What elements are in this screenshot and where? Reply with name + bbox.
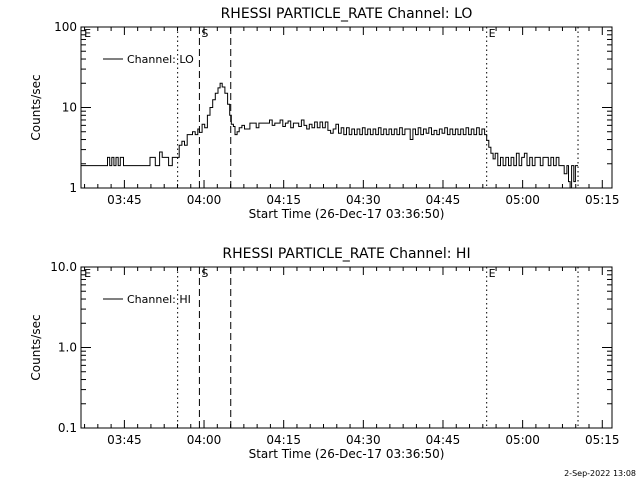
x-axis-label: Start Time (26-Dec-17 03:36:50) — [249, 447, 445, 461]
legend-label: Channel: LO — [127, 53, 194, 66]
y-tick-label: 100 — [54, 20, 77, 34]
edge-label: E — [84, 27, 91, 40]
x-tick-label: 04:15 — [266, 433, 301, 447]
y-tick-label: 10.0 — [50, 260, 77, 274]
x-tick-label: 04:45 — [426, 193, 461, 207]
x-tick-label: 05:15 — [585, 193, 620, 207]
x-tick-label: 05:00 — [505, 193, 540, 207]
marker-label: S — [201, 27, 208, 40]
y-axis-label: Counts/sec — [29, 314, 43, 380]
x-tick-label: 04:00 — [187, 433, 222, 447]
panel-lo: RHESSI PARTICLE_RATE Channel: LO 03:45 04:… — [29, 6, 620, 221]
y-tick-label: 1.0 — [58, 341, 77, 355]
x-tick-label: 03:45 — [107, 193, 142, 207]
y-tick-label: 1 — [69, 181, 77, 195]
marker-label: S — [201, 267, 208, 280]
x-tick-label: 05:15 — [585, 433, 620, 447]
series-line — [81, 82, 578, 189]
x-tick-label: 04:30 — [346, 193, 381, 207]
footer-timestamp: 2-Sep-2022 13:08 — [564, 469, 636, 478]
y-axis-label: Counts/sec — [29, 74, 43, 140]
x-axis-label: Start Time (26-Dec-17 03:36:50) — [249, 207, 445, 221]
x-tick-label: 04:00 — [187, 193, 222, 207]
x-tick-label: 05:00 — [505, 433, 540, 447]
marker-label: E — [489, 27, 496, 40]
chart-title: RHESSI PARTICLE_RATE Channel: LO — [221, 6, 473, 22]
y-tick-label: 10 — [62, 101, 77, 115]
edge-label: E — [84, 267, 91, 280]
x-tick-label: 03:45 — [107, 433, 142, 447]
plot-frame — [80, 266, 613, 429]
marker-label: E — [489, 267, 496, 280]
x-tick-label: 04:15 — [266, 193, 301, 207]
x-tick-label: 04:30 — [346, 433, 381, 447]
chart-title: RHESSI PARTICLE_RATE Channel: HI — [222, 246, 470, 262]
y-tick-label: 0.1 — [58, 421, 77, 435]
panel-hi: RHESSI PARTICLE_RATE Channel: HI 03:45 04:… — [29, 246, 620, 461]
legend-label: Channel: HI — [127, 293, 191, 306]
x-tick-label: 04:45 — [426, 433, 461, 447]
